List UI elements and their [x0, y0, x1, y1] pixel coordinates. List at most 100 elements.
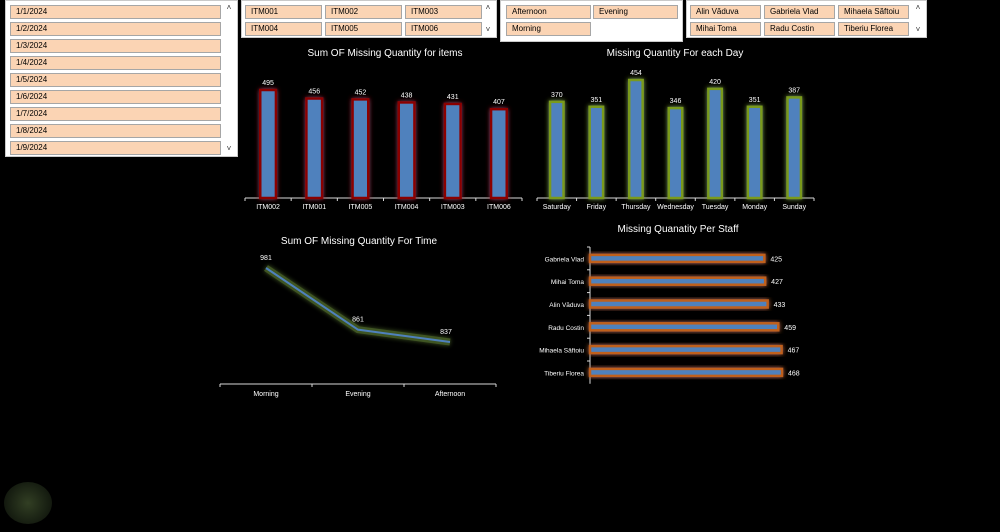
data-label: 456: [308, 89, 320, 96]
data-label: 407: [493, 99, 505, 106]
tick-label: Mihai Toma: [551, 279, 585, 286]
time-chart-title: Sum OF Missing Quantity For Time: [280, 236, 438, 247]
scroll-down-icon[interactable]: ˅: [485, 25, 491, 34]
tick-label: Thursday: [621, 204, 651, 211]
data-label: 433: [774, 302, 786, 309]
date-slicer-item[interactable]: 1/6/2024: [10, 90, 221, 104]
staff-slicer-item[interactable]: Tiberiu Florea: [838, 22, 909, 36]
staff-slicer-item[interactable]: Gabriela Vlad: [764, 5, 835, 19]
bar: [588, 253, 766, 264]
item-slicer-item[interactable]: ITM004: [245, 22, 322, 36]
bar: [786, 96, 803, 200]
data-label: 981: [260, 255, 272, 262]
items-bar-chart: 495 ITM002 456 ITM001 452 ITM005 438 ITM004 431 I…: [244, 80, 523, 211]
item-slicer-item[interactable]: ITM001: [245, 5, 322, 19]
time-line-chart: 981 Morning 861 Evening 837 Afternoon: [219, 255, 497, 398]
bar: [588, 367, 784, 378]
day-bar-chart: 370 Saturday 351 Friday 454 Thursday 346 Wednes…: [536, 70, 815, 211]
scroll-up-icon[interactable]: ˄: [915, 3, 921, 12]
data-label: 438: [401, 92, 413, 99]
time-slicer[interactable]: Afternoon Evening Morning: [500, 0, 683, 42]
tick-label: Morning: [253, 391, 278, 398]
staff-bar-chart: 425 Gabriela Vlad 427 Mihai Toma 433 Alin Văd…: [539, 246, 800, 384]
date-slicer-item[interactable]: 1/9/2024: [10, 141, 221, 155]
tick-label: Friday: [587, 204, 607, 211]
data-label: 425: [770, 256, 782, 263]
item-slicer[interactable]: ITM001 ITM002 ITM003 ITM004 ITM005 ITM006 ˄ ˅: [241, 0, 497, 38]
item-slicer-item[interactable]: ITM003: [405, 5, 482, 19]
data-label: 387: [788, 87, 800, 94]
data-label: 861: [352, 317, 364, 324]
bar: [588, 322, 780, 332]
data-label: 837: [440, 329, 452, 336]
tick-label: Tuesday: [702, 204, 729, 211]
data-label: 454: [630, 70, 642, 77]
staff-slicer-item[interactable]: Radu Costin: [764, 22, 835, 36]
time-slicer-item[interactable]: Evening: [593, 5, 678, 19]
scroll-up-icon[interactable]: ˄: [485, 3, 491, 12]
tick-label: Radu Costin: [548, 325, 584, 332]
tick-label: Mihaela Săftoiu: [539, 348, 584, 355]
data-label: 346: [670, 98, 682, 105]
scroll-down-icon[interactable]: ˅: [226, 144, 232, 153]
tick-label: Alin Văduva: [549, 302, 584, 309]
item-slicer-item[interactable]: ITM005: [325, 22, 402, 36]
time-slicer-item[interactable]: Afternoon: [506, 5, 591, 19]
date-slicer-item[interactable]: 1/4/2024: [10, 56, 221, 70]
data-label: 495: [262, 80, 274, 87]
bar: [397, 101, 416, 200]
staff-slicer-item[interactable]: Mihai Toma: [690, 22, 761, 36]
bar: [746, 105, 763, 200]
bar: [258, 88, 278, 200]
tick-label: Gabriela Vlad: [545, 256, 585, 263]
tick-label: ITM005: [349, 204, 373, 211]
time-slicer-item[interactable]: Morning: [506, 22, 591, 36]
date-slicer-item[interactable]: 1/1/2024: [10, 5, 221, 19]
tick-label: Monday: [742, 204, 767, 211]
data-label: 351: [591, 97, 603, 104]
staff-chart-title: Missing Quanatity Per Staff: [617, 224, 739, 235]
day-chart-title: Missing Quantity For each Day: [606, 48, 744, 59]
bar: [548, 100, 565, 200]
data-label: 427: [771, 279, 783, 286]
staff-slicer[interactable]: Alin Văduva Gabriela Vlad Mihaela Săftoiu M…: [686, 0, 927, 38]
bar: [588, 299, 769, 309]
series-line: [265, 267, 451, 343]
bar: [588, 105, 605, 200]
bar: [305, 97, 324, 200]
tick-label: Saturday: [543, 204, 572, 211]
bar: [489, 107, 509, 200]
bar: [443, 102, 462, 200]
date-slicer[interactable]: 1/1/2024 1/2/2024 1/3/2024 1/4/2024 1/5/2024…: [5, 0, 238, 157]
staff-slicer-item[interactable]: Mihaela Săftoiu: [838, 5, 909, 19]
date-slicer-item[interactable]: 1/7/2024: [10, 107, 221, 121]
data-label: 420: [709, 79, 721, 86]
bar: [667, 106, 684, 200]
data-label: 370: [551, 92, 563, 99]
items-chart-title: Sum OF Missing Quantity for items: [307, 48, 463, 59]
data-label: 467: [788, 348, 800, 355]
item-slicer-item[interactable]: ITM002: [325, 5, 402, 19]
tick-label: Sunday: [782, 204, 806, 211]
tick-label: ITM006: [487, 204, 511, 211]
data-label: 431: [447, 94, 459, 101]
date-slicer-item[interactable]: 1/3/2024: [10, 39, 221, 53]
data-label: 351: [749, 97, 761, 104]
tick-label: ITM001: [302, 204, 326, 211]
scroll-down-icon[interactable]: ˅: [915, 25, 921, 34]
scroll-up-icon[interactable]: ˄: [226, 3, 232, 12]
tick-label: ITM003: [441, 204, 465, 211]
data-label: 452: [355, 89, 367, 96]
tick-label: ITM002: [256, 204, 280, 211]
item-slicer-item[interactable]: ITM006: [405, 22, 482, 36]
bar: [627, 78, 644, 200]
data-label: 468: [788, 370, 800, 377]
date-slicer-item[interactable]: 1/2/2024: [10, 22, 221, 36]
bar: [351, 98, 370, 200]
tick-label: Wednesday: [657, 204, 694, 211]
date-slicer-item[interactable]: 1/5/2024: [10, 73, 221, 87]
date-slicer-item[interactable]: 1/8/2024: [10, 124, 221, 138]
tick-label: Tiberiu Florea: [544, 370, 584, 377]
staff-slicer-item[interactable]: Alin Văduva: [690, 5, 761, 19]
